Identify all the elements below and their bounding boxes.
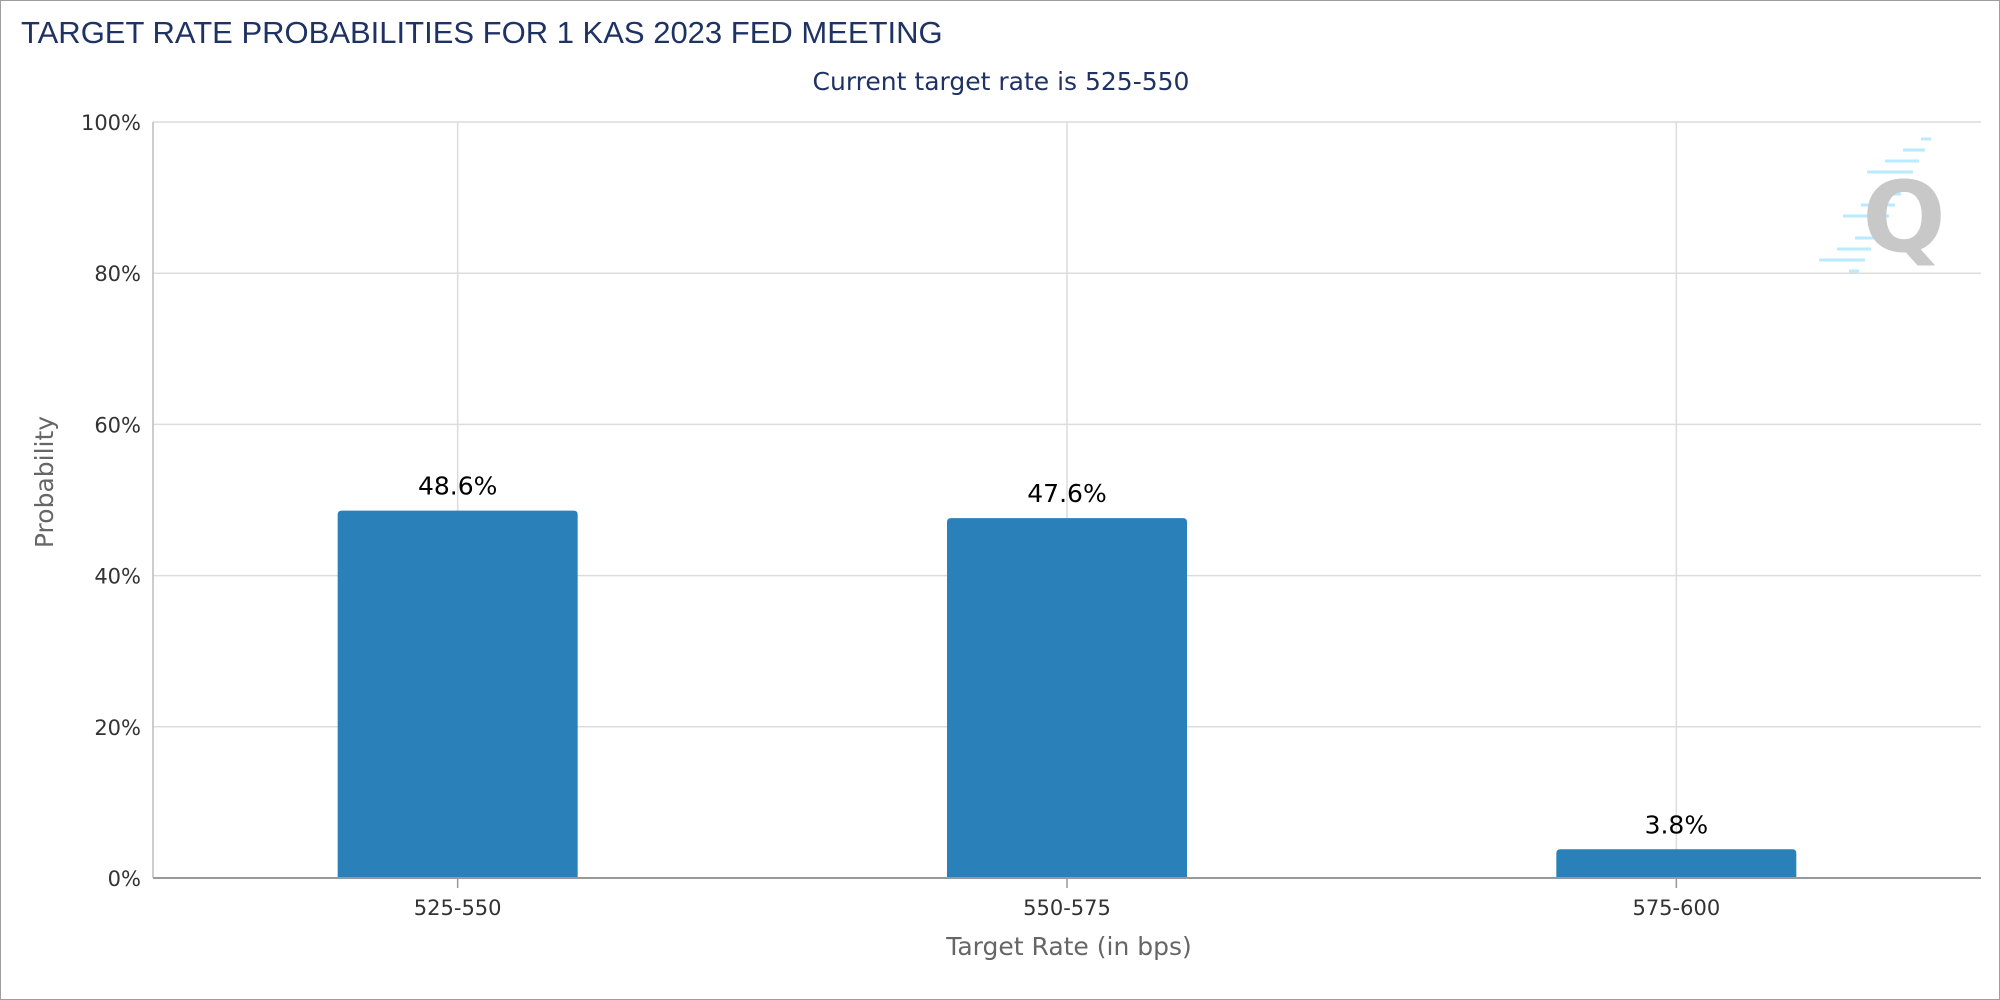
data-label: 3.8%: [1645, 810, 1709, 839]
y-tick-label: 40%: [94, 565, 141, 589]
data-label: 48.6%: [418, 472, 497, 501]
watermark-letter: Q: [1862, 161, 1945, 275]
chart-subtitle: Current target rate is 525-550: [813, 67, 1190, 96]
watermark-speed-lines: [1819, 137, 1931, 273]
x-axis-ticks: 525-550 550-575 575-600: [414, 878, 1720, 920]
y-axis-title: Probability: [30, 416, 59, 548]
x-tick-label: 550-575: [1023, 896, 1111, 920]
bar-550-575: [947, 518, 1187, 878]
chart-title: TARGET RATE PROBABILITIES FOR 1 KAS 2023…: [21, 15, 943, 50]
y-axis-ticks: 0% 20% 40% 60% 80% 100%: [81, 111, 141, 891]
y-tick-label: 100%: [81, 111, 141, 135]
bar-525-550: [337, 510, 578, 878]
y-tick-label: 0%: [108, 867, 141, 891]
data-labels: 48.6% 47.6% 3.8%: [418, 472, 1708, 840]
y-tick-label: 20%: [94, 716, 141, 740]
bar-575-600: [1556, 849, 1797, 878]
y-tick-label: 60%: [94, 413, 141, 437]
bars: [337, 510, 1797, 878]
y-tick-label: 80%: [94, 262, 141, 286]
x-axis-title: Target Rate (in bps): [945, 932, 1192, 961]
x-tick-label: 575-600: [1632, 896, 1720, 920]
x-tick-label: 525-550: [414, 896, 502, 920]
q-logo-icon: Q: [1819, 137, 1946, 275]
data-label: 47.6%: [1027, 479, 1106, 508]
